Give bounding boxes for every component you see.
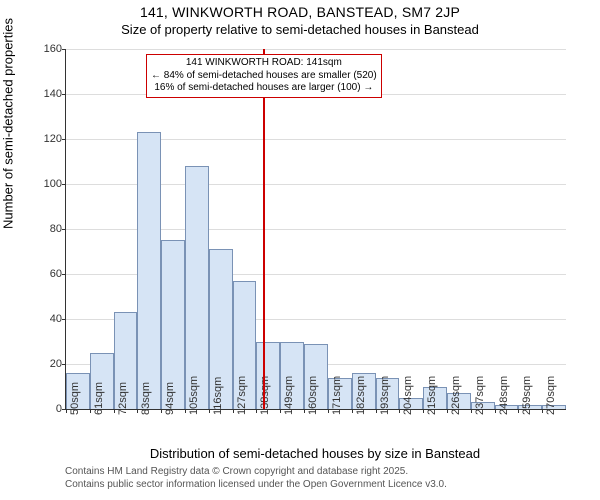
- callout-line: 16% of semi-detached houses are larger (…: [151, 82, 377, 95]
- x-tick-mark: [376, 409, 377, 413]
- x-tick-label: 193sqm: [379, 376, 391, 415]
- title-sub: Size of property relative to semi-detach…: [0, 22, 600, 37]
- y-tick-mark: [62, 139, 66, 140]
- x-tick-mark: [447, 409, 448, 413]
- y-tick-mark: [62, 364, 66, 365]
- y-tick-label: 40: [50, 313, 62, 325]
- x-tick-mark: [304, 409, 305, 413]
- x-tick-label: 50sqm: [69, 382, 81, 415]
- histogram-bar: [185, 166, 209, 409]
- x-tick-label: 72sqm: [117, 382, 129, 415]
- x-tick-mark: [542, 409, 543, 413]
- x-tick-label: 116sqm: [212, 377, 224, 415]
- x-tick-mark: [399, 409, 400, 413]
- y-tick-label: 20: [50, 358, 62, 370]
- x-tick-mark: [495, 409, 496, 413]
- footer-attribution: Contains HM Land Registry data © Crown c…: [65, 466, 447, 491]
- x-axis-label: Distribution of semi-detached houses by …: [65, 446, 565, 461]
- x-tick-label: 105sqm: [188, 376, 200, 415]
- x-tick-mark: [233, 409, 234, 413]
- x-tick-label: 160sqm: [307, 376, 319, 415]
- x-tick-label: 182sqm: [355, 376, 367, 415]
- callout-line: ← 84% of semi-detached houses are smalle…: [151, 70, 377, 83]
- plot-area: 02040608010012014016050sqm61sqm72sqm83sq…: [65, 49, 566, 410]
- x-tick-label: 237sqm: [474, 376, 486, 415]
- y-tick-mark: [62, 319, 66, 320]
- y-tick-label: 80: [50, 223, 62, 235]
- y-tick-label: 120: [44, 133, 62, 145]
- y-tick-mark: [62, 184, 66, 185]
- y-tick-mark: [62, 274, 66, 275]
- y-tick-label: 60: [50, 268, 62, 280]
- y-tick-mark: [62, 94, 66, 95]
- x-tick-label: 61sqm: [93, 382, 105, 415]
- x-tick-mark: [518, 409, 519, 413]
- x-tick-mark: [280, 409, 281, 413]
- x-tick-label: 127sqm: [236, 376, 248, 415]
- y-tick-label: 160: [44, 43, 62, 55]
- x-tick-label: 204sqm: [402, 376, 414, 415]
- x-tick-label: 226sqm: [450, 376, 462, 415]
- x-tick-label: 259sqm: [521, 376, 533, 415]
- y-tick-label: 140: [44, 88, 62, 100]
- callout-line: 141 WINKWORTH ROAD: 141sqm: [151, 57, 377, 70]
- footer-line-1: Contains HM Land Registry data © Crown c…: [65, 466, 447, 479]
- x-tick-mark: [161, 409, 162, 413]
- chart-container: 141, WINKWORTH ROAD, BANSTEAD, SM7 2JP S…: [0, 4, 600, 500]
- y-tick-label: 0: [56, 403, 62, 415]
- y-tick-label: 100: [44, 178, 62, 190]
- x-tick-label: 248sqm: [498, 376, 510, 415]
- x-tick-mark: [471, 409, 472, 413]
- x-tick-mark: [66, 409, 67, 413]
- x-tick-mark: [185, 409, 186, 413]
- title-main: 141, WINKWORTH ROAD, BANSTEAD, SM7 2JP: [0, 4, 600, 20]
- y-tick-mark: [62, 49, 66, 50]
- histogram-bar: [137, 132, 161, 409]
- x-tick-mark: [328, 409, 329, 413]
- marker-callout: 141 WINKWORTH ROAD: 141sqm← 84% of semi-…: [146, 54, 382, 98]
- marker-line: [263, 49, 265, 409]
- x-tick-mark: [352, 409, 353, 413]
- x-tick-mark: [256, 409, 257, 413]
- x-tick-mark: [114, 409, 115, 413]
- x-tick-label: 171sqm: [331, 376, 343, 415]
- grid-line: [66, 49, 566, 50]
- x-tick-label: 215sqm: [426, 376, 438, 415]
- footer-line-2: Contains public sector information licen…: [65, 479, 447, 492]
- x-tick-label: 94sqm: [164, 382, 176, 415]
- x-tick-mark: [90, 409, 91, 413]
- x-tick-mark: [209, 409, 210, 413]
- x-tick-mark: [137, 409, 138, 413]
- x-tick-label: 138sqm: [259, 376, 271, 415]
- x-tick-label: 270sqm: [545, 376, 557, 415]
- x-tick-mark: [423, 409, 424, 413]
- y-axis-label: Number of semi-detached properties: [1, 18, 16, 229]
- x-tick-label: 149sqm: [283, 376, 295, 415]
- x-tick-label: 83sqm: [140, 382, 152, 415]
- y-tick-mark: [62, 229, 66, 230]
